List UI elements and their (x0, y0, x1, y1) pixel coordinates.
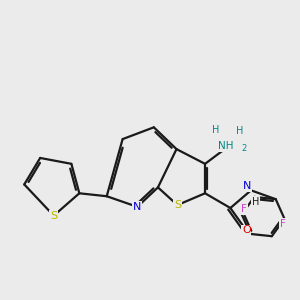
Text: F: F (241, 204, 247, 214)
Text: S: S (50, 211, 57, 221)
Text: 2: 2 (241, 144, 247, 153)
Text: O: O (242, 225, 251, 236)
Text: H: H (212, 125, 219, 135)
Text: N: N (133, 202, 142, 212)
Text: NH: NH (218, 141, 233, 151)
Text: S: S (174, 200, 181, 210)
Text: H: H (236, 126, 244, 136)
Text: H: H (252, 196, 259, 206)
Text: N: N (242, 181, 251, 191)
Text: F: F (280, 219, 286, 229)
